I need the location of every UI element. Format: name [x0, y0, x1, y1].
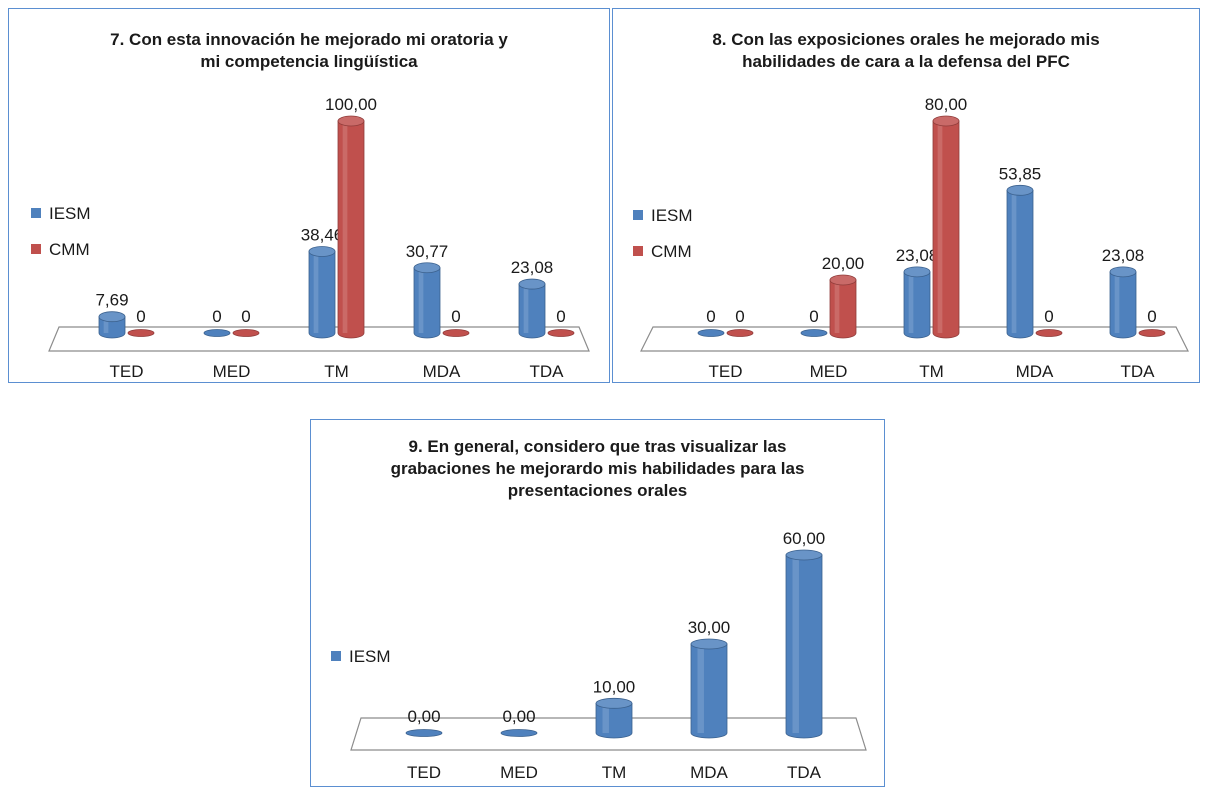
legend-swatch-iesm	[633, 210, 643, 220]
bar-cmm-ted	[726, 329, 754, 337]
legend-label-iesm: IESM	[349, 647, 391, 666]
bar-iesm-tm	[308, 246, 336, 339]
data-label: 0	[556, 307, 565, 326]
data-label: 0	[451, 307, 460, 326]
bar-cmm-mda	[1035, 329, 1063, 337]
data-label: 10,00	[593, 677, 636, 696]
category-label: MDA	[423, 362, 461, 381]
category-label: TDA	[787, 763, 822, 782]
category-label: TM	[324, 362, 349, 381]
chart-title-line: grabaciones he mejorardo mis habilidades…	[390, 459, 805, 478]
data-label: 100,00	[325, 95, 377, 114]
legend-label-iesm: IESM	[651, 206, 693, 225]
legend-swatch-iesm	[31, 208, 41, 218]
category-label: TED	[110, 362, 144, 381]
category-label: TED	[709, 362, 743, 381]
chart-title-line: 8. Con las exposiciones orales he mejora…	[712, 30, 1100, 49]
bar-cmm-tda	[1138, 329, 1166, 337]
data-label: 23,08	[1102, 246, 1145, 265]
data-label: 0	[136, 307, 145, 326]
legend-swatch-cmm	[31, 244, 41, 254]
legend-swatch-cmm	[633, 246, 643, 256]
chart-plot: IESM CMM TED 7,69 0 MED 0 0 TM 38,46 100,00 MDA 30,7…	[31, 95, 590, 381]
chart-panel-9: 9. En general, considero que tras visual…	[310, 419, 885, 787]
category-label: TM	[919, 362, 944, 381]
chart-plot: IESM CMM TED 0 0 MED 0 20,00 TM 23,08 80,00 MDA 53,8…	[633, 95, 1189, 381]
chart-title: 7. Con esta innovación he mejorado mi or…	[9, 29, 609, 73]
chart-title: 9. En general, considero que tras visual…	[311, 436, 884, 502]
chart-panel-8: 8. Con las exposiciones orales he mejora…	[612, 8, 1200, 383]
data-label: 80,00	[925, 95, 968, 114]
data-label: 38,46	[301, 225, 344, 244]
chart-title: 8. Con las exposiciones orales he mejora…	[613, 29, 1199, 73]
data-label: 0	[1044, 307, 1053, 326]
chart-title-line: 7. Con esta innovación he mejorado mi or…	[110, 30, 508, 49]
data-label: 0	[212, 307, 221, 326]
data-label: 53,85	[999, 164, 1042, 183]
data-label: 30,00	[688, 618, 731, 637]
bar-cmm-ted	[127, 329, 155, 337]
data-label: 0	[735, 307, 744, 326]
bar-cmm-tm	[932, 115, 960, 339]
category-label: MED	[500, 763, 538, 782]
bar-iesm-tda	[1109, 266, 1137, 339]
bar-iesm-ted	[98, 311, 126, 339]
legend-label-cmm: CMM	[49, 240, 90, 259]
bar-iesm-ted	[405, 729, 443, 737]
bar-iesm-med	[800, 329, 828, 337]
bar-iesm-tm	[595, 697, 633, 739]
bar-iesm-mda	[1006, 184, 1034, 339]
data-label: 23,08	[511, 258, 554, 277]
bar-cmm-med	[232, 329, 260, 337]
data-label: 0	[809, 307, 818, 326]
category-label: MED	[213, 362, 251, 381]
category-label: TM	[602, 763, 627, 782]
data-label: 0	[706, 307, 715, 326]
bar-iesm-med	[500, 729, 538, 737]
category-label: TDA	[1121, 362, 1156, 381]
chart-title-line: habilidades de cara a la defensa del PFC	[742, 52, 1070, 71]
bar-iesm-mda	[690, 638, 728, 739]
category-label: MED	[810, 362, 848, 381]
chart-title-line: 9. En general, considero que tras visual…	[408, 437, 787, 456]
category-label: TED	[407, 763, 441, 782]
bar-cmm-tda	[547, 329, 575, 337]
bar-iesm-mda	[413, 262, 441, 339]
bar-iesm-tda	[785, 549, 823, 739]
bar-cmm-tm	[337, 115, 365, 339]
category-label: MDA	[690, 763, 728, 782]
data-label: 0,00	[502, 707, 535, 726]
data-label: 0,00	[407, 707, 440, 726]
category-label: TDA	[530, 362, 565, 381]
data-label: 60,00	[783, 529, 826, 548]
bar-iesm-ted	[697, 329, 725, 337]
bar-iesm-tm	[903, 266, 931, 339]
category-label: MDA	[1016, 362, 1054, 381]
bar-iesm-med	[203, 329, 231, 337]
data-label: 0	[1147, 307, 1156, 326]
bar-iesm-tda	[518, 278, 546, 339]
bar-cmm-med	[829, 274, 857, 339]
chart-title-line: mi competencia lingüística	[200, 52, 418, 71]
chart-panel-7: 7. Con esta innovación he mejorado mi or…	[8, 8, 610, 383]
legend-swatch-iesm	[331, 651, 341, 661]
data-label: 0	[241, 307, 250, 326]
legend-label-cmm: CMM	[651, 242, 692, 261]
data-label: 7,69	[95, 291, 128, 310]
bar-cmm-mda	[442, 329, 470, 337]
data-label: 20,00	[822, 254, 865, 273]
data-label: 23,08	[896, 246, 939, 265]
chart-title-line: presentaciones orales	[507, 481, 688, 500]
legend-label-iesm: IESM	[49, 204, 91, 223]
chart-plot: IESM TED 0,00 MED 0,00 TM 10,00 MDA 30,00 TDA 60,0…	[331, 529, 867, 782]
data-label: 30,77	[406, 242, 449, 261]
